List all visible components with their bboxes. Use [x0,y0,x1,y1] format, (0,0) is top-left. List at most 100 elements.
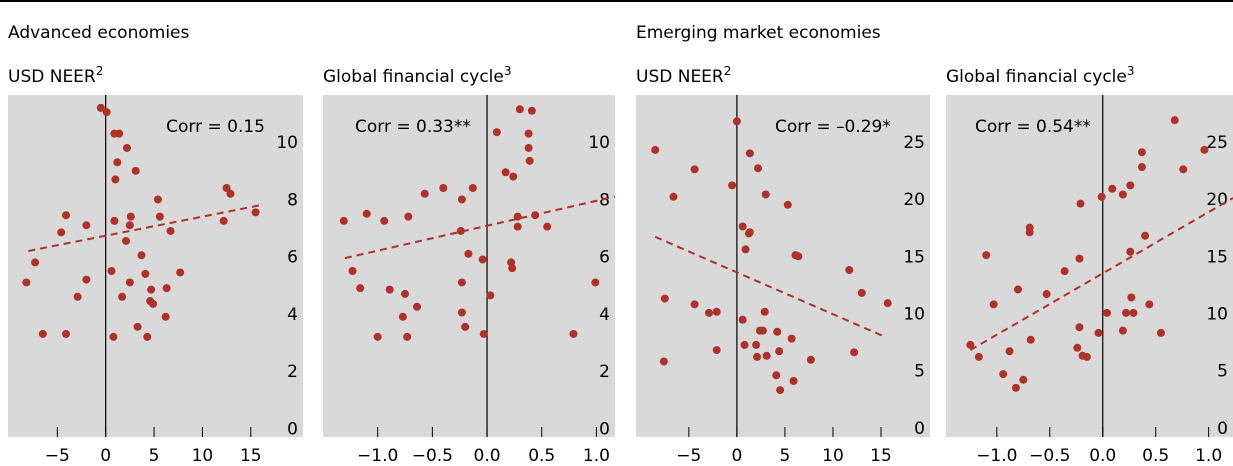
data-point [251,208,260,217]
panel-title: Global financial cycle3 [323,64,512,87]
data-point [153,195,162,204]
data-point [1200,145,1209,154]
data-point [118,292,127,301]
x-tick-label: 15 [240,446,262,466]
data-point [1141,231,1150,240]
data-point [1060,267,1069,276]
y-tick-label: 5 [914,362,925,382]
y-tick-label: 0 [287,419,298,439]
data-point [1026,335,1035,344]
y-tick-label: 10 [903,304,925,324]
y-tick-label: 0 [914,419,925,439]
y-tick-label: 15 [1206,247,1228,267]
y-tick-label: 15 [903,247,925,267]
data-point [401,289,410,298]
data-point [339,216,348,225]
data-point [125,221,134,230]
y-tick-label: 25 [903,133,925,153]
data-point [1156,328,1165,337]
data-point [705,308,714,317]
data-point [403,332,412,341]
data-point [525,156,534,165]
data-point [1075,323,1084,332]
data-point [712,307,721,316]
y-tick-label: 0 [599,419,610,439]
data-point [122,143,131,152]
data-point [850,348,859,357]
data-point [385,285,394,294]
y-tick-label: 20 [903,190,925,210]
data-point [1179,165,1188,174]
data-point [1126,181,1135,190]
data-point [1129,308,1138,317]
x-tick-label: 0.0 [474,446,501,466]
data-point [1118,190,1127,199]
data-point [155,212,164,221]
data-point [501,168,510,177]
data-point [1126,247,1135,256]
x-tick-label: −0.5 [412,446,453,466]
data-point [1005,347,1014,356]
data-point [527,106,536,115]
data-point [1145,300,1154,309]
data-point [457,195,466,204]
y-tick-label: 6 [599,248,610,268]
data-point [974,352,983,361]
panel-title: Global financial cycle3 [946,64,1135,87]
data-point [591,278,600,287]
data-point [404,212,413,221]
y-tick-label: 8 [287,190,298,210]
data-point [478,255,487,264]
y-tick-label: 4 [599,305,610,325]
y-tick-label: 20 [1206,190,1228,210]
x-tick-label: 1.0 [583,446,610,466]
data-point [741,245,750,254]
data-point [161,312,170,321]
x-tick-label: 0.0 [1089,446,1116,466]
data-point [1014,285,1023,294]
data-point [845,266,854,275]
data-point [413,302,422,311]
title-text: USD NEER [636,67,724,87]
x-tick-label: 15 [870,446,892,466]
plot-area [636,95,930,437]
data-point [82,221,91,230]
x-tick-label: 0.5 [528,446,555,466]
data-point [162,284,171,293]
data-point [738,315,747,324]
x-tick-label: 10 [192,446,214,466]
data-point [398,312,407,321]
x-tick-label: −1.0 [976,446,1017,466]
title-text: Global financial cycle [323,67,504,87]
data-point [38,329,47,338]
title-text: Global financial cycle [946,67,1127,87]
data-point [111,175,120,184]
data-point [147,285,156,294]
data-point [122,236,130,245]
x-tick-label: 1.0 [1195,446,1222,466]
data-point [789,376,798,385]
data-point [1082,352,1091,361]
data-point [222,184,231,193]
data-point [461,322,470,331]
data-point [775,347,784,356]
x-tick-label: −5 [45,446,70,466]
data-point [380,216,389,225]
data-point [740,340,749,349]
data-point [62,329,71,338]
x-tick-label: 5 [780,446,791,466]
y-tick-label: 10 [276,133,298,153]
x-tick-label: −1.0 [357,446,398,466]
y-tick-label: 10 [1206,304,1228,324]
data-point [543,222,552,231]
x-tick-label: 5 [149,446,160,466]
y-tick-label: 10 [588,133,610,153]
data-point [31,258,40,267]
data-point [754,164,763,173]
data-point [96,103,105,112]
data-point [57,228,66,237]
data-point [62,211,71,220]
data-point [109,332,118,341]
title-footnote: 2 [724,64,732,78]
data-point [1127,293,1136,302]
